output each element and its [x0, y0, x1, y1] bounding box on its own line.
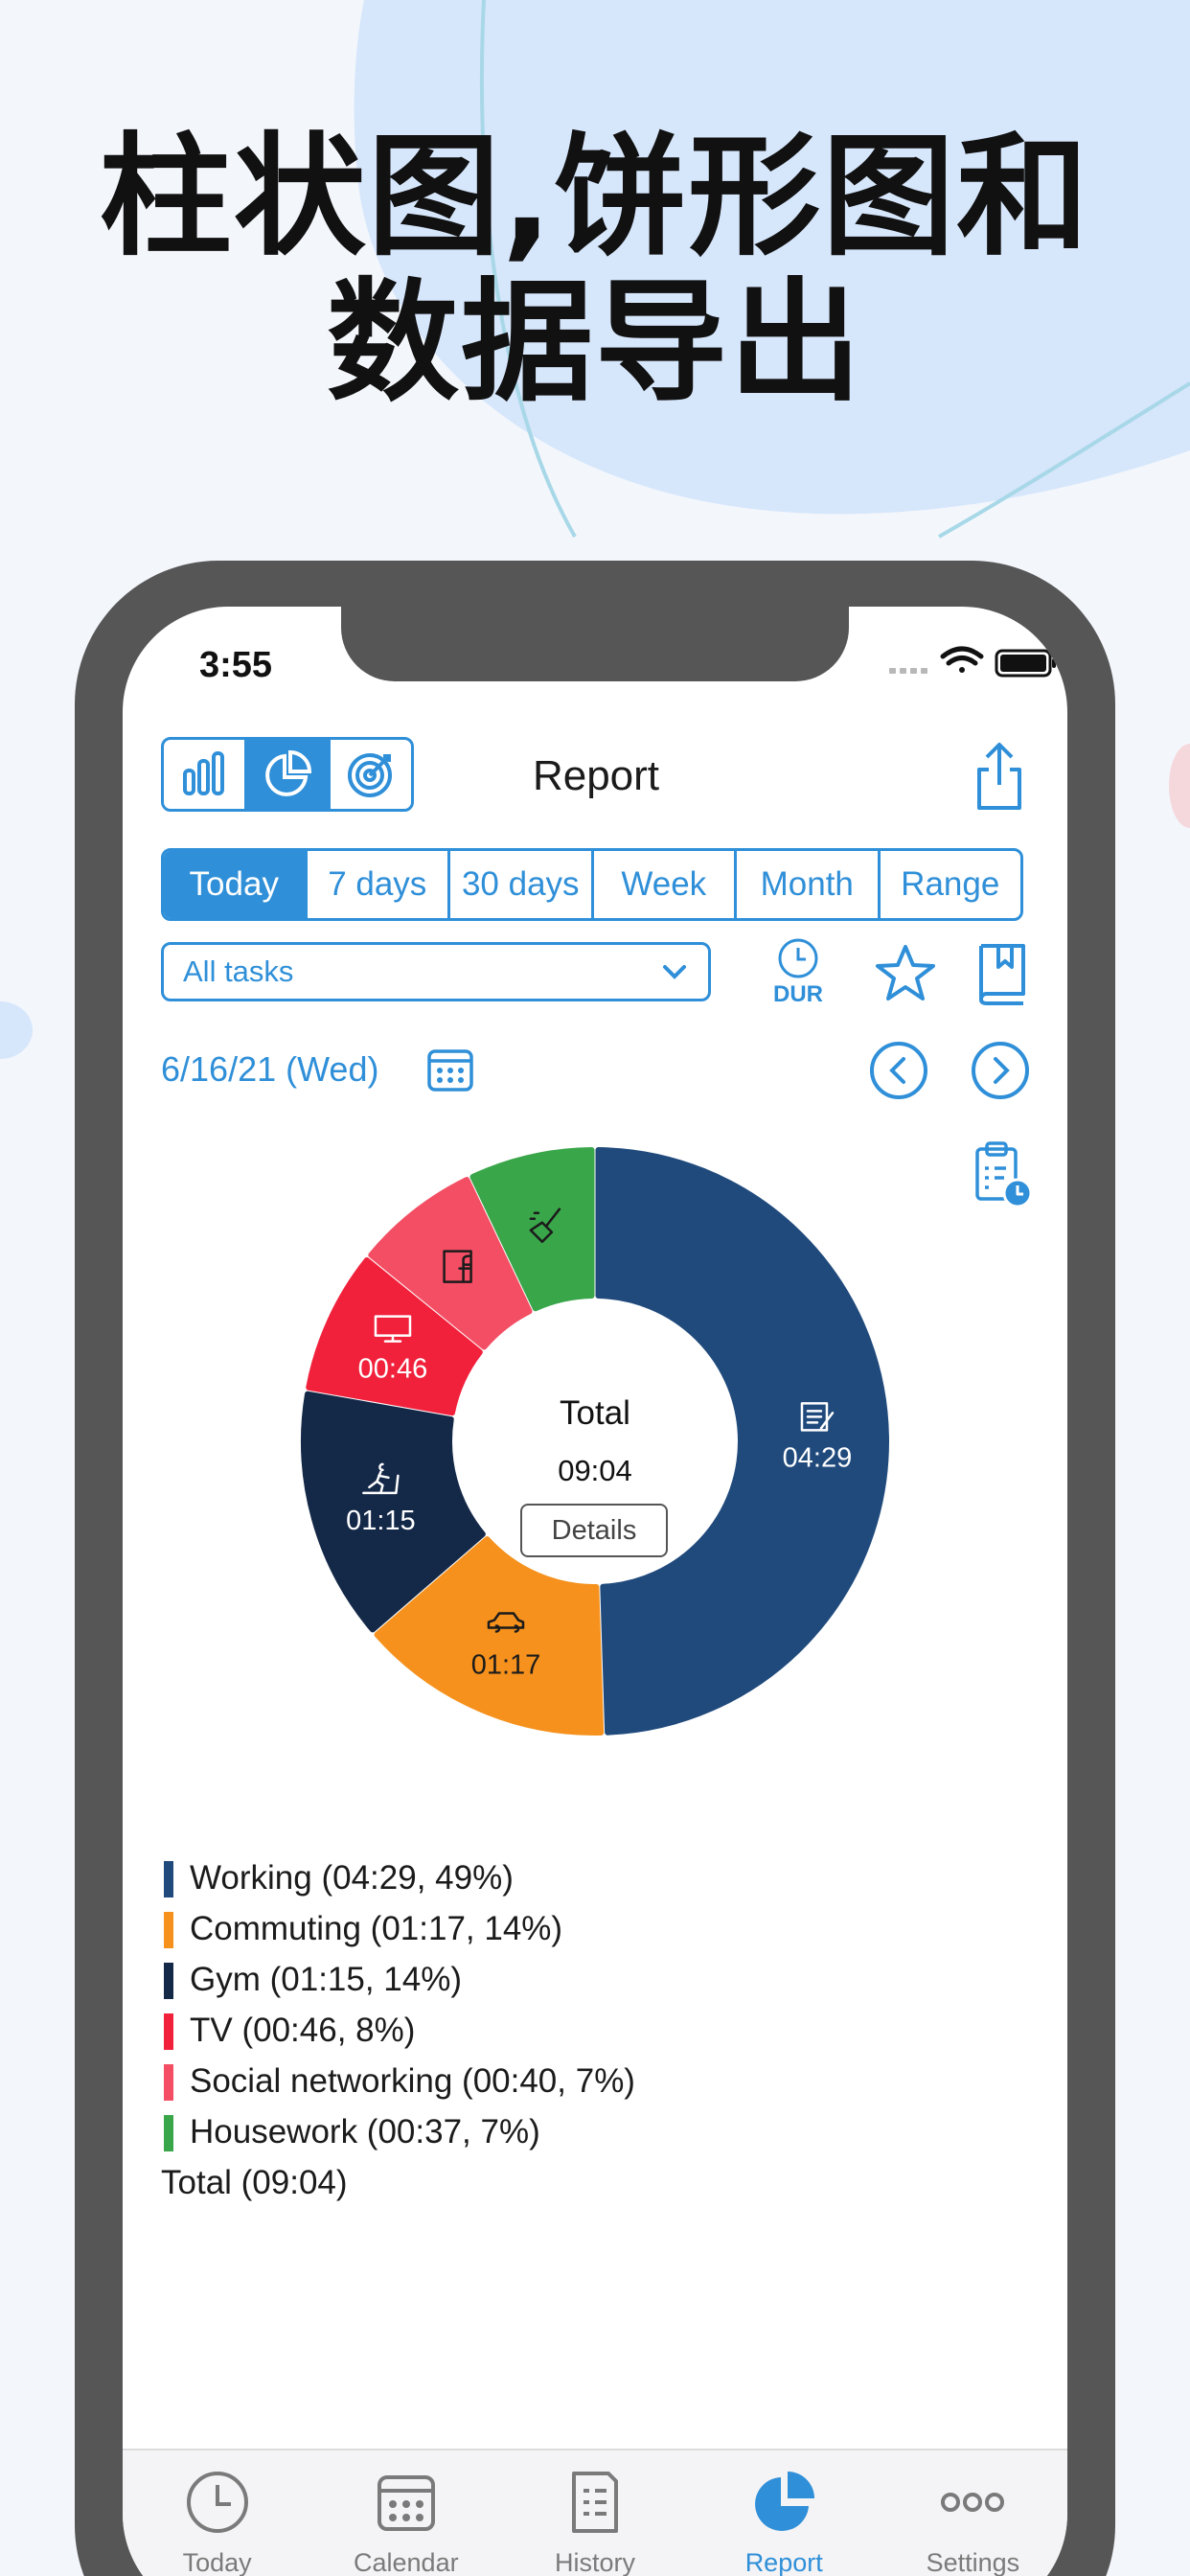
- pie-slice-commuting[interactable]: [374, 1536, 605, 1736]
- task-filter-select[interactable]: All tasks: [161, 942, 711, 1001]
- chevron-right-icon[interactable]: [970, 1040, 1031, 1101]
- legend-swatch: [164, 1861, 173, 1898]
- legend-swatch: [164, 2064, 173, 2101]
- legend-text: Social networking (00:40, 7%): [190, 2062, 635, 2100]
- legend-swatch: [164, 1963, 173, 1999]
- legend-text: Working (04:29, 49%): [190, 1859, 514, 1897]
- history-icon: [572, 2472, 618, 2533]
- pie-chart-icon: [755, 2472, 815, 2531]
- chart-total-value: 09:04: [558, 1454, 632, 1487]
- chevron-down-icon: [663, 965, 686, 979]
- tabbar-item-today[interactable]: Today: [123, 2450, 311, 2576]
- legend-text: Housework (00:37, 7%): [190, 2113, 540, 2150]
- details-button[interactable]: Details: [520, 1504, 668, 1557]
- wifi-icon: [940, 646, 984, 673]
- tab-month[interactable]: Month: [734, 851, 878, 918]
- page-title: Report: [532, 752, 660, 799]
- pie-slice-gym[interactable]: [301, 1391, 486, 1633]
- tabbar-label: History: [555, 2548, 636, 2576]
- more-icon: [941, 2493, 1005, 2512]
- calendar-icon[interactable]: [425, 1044, 475, 1093]
- battery-icon: [995, 649, 1056, 678]
- view-bar-chart[interactable]: [164, 740, 244, 809]
- task-filter-value: All tasks: [183, 954, 294, 988]
- period-tabs: Today 7 days 30 days Week Month Range: [161, 848, 1023, 921]
- clock-icon: [778, 938, 818, 978]
- legend-swatch: [164, 2013, 173, 2050]
- app-screen: 3:55: [123, 607, 1067, 2576]
- chart-legend: Working (04:29, 49%) Commuting (01:17, 1…: [161, 1852, 1004, 2208]
- target-icon: [348, 753, 392, 797]
- tab-bar: Today Calendar History Re: [123, 2449, 1067, 2576]
- legend-row-working: Working (04:29, 49%): [161, 1852, 1004, 1903]
- bar-chart-icon: [183, 751, 224, 795]
- duration-mode-label: DUR: [773, 981, 823, 1007]
- tabbar-label: Settings: [926, 2548, 1020, 2576]
- tabbar-item-settings[interactable]: Settings: [879, 2450, 1067, 2576]
- headline-line-2: 数据导出: [326, 265, 863, 420]
- view-pie-chart[interactable]: [244, 740, 328, 809]
- tab-week[interactable]: Week: [590, 851, 735, 918]
- bookmark-book-icon[interactable]: [973, 940, 1031, 1007]
- tab-30-days[interactable]: 30 days: [447, 851, 591, 918]
- clipboard-clock-icon[interactable]: [972, 1139, 1035, 1208]
- headline-line-1: 柱状图,饼形图和: [99, 120, 1091, 274]
- tab-today[interactable]: Today: [164, 851, 305, 918]
- tabbar-label: Calendar: [354, 2548, 459, 2576]
- status-time: 3:55: [199, 645, 273, 685]
- date-label[interactable]: 6/16/21 (Wed): [161, 1049, 379, 1089]
- view-mode-toggle: [161, 737, 414, 812]
- chevron-left-icon[interactable]: [868, 1040, 929, 1101]
- legend-row-tv: TV (00:46, 8%): [161, 2005, 1004, 2056]
- pie-chart-icon: [265, 749, 312, 796]
- legend-row-commuting: Commuting (01:17, 14%): [161, 1903, 1004, 1954]
- legend-row-gym: Gym (01:15, 14%): [161, 1954, 1004, 2005]
- view-goal[interactable]: [328, 740, 411, 809]
- legend-text: Gym (01:15, 14%): [190, 1961, 462, 1998]
- star-icon[interactable]: [874, 942, 937, 1005]
- tabbar-item-calendar[interactable]: Calendar: [311, 2450, 500, 2576]
- legend-row-housework: Housework (00:37, 7%): [161, 2106, 1004, 2157]
- signal-icon: [889, 668, 927, 674]
- phone-notch: [341, 607, 849, 681]
- tab-range[interactable]: Range: [877, 851, 1021, 918]
- legend-text: Commuting (01:17, 14%): [190, 1910, 563, 1947]
- share-icon[interactable]: [966, 739, 1033, 816]
- tabbar-label: Today: [182, 2548, 252, 2576]
- legend-swatch: [164, 2115, 173, 2151]
- calendar-icon: [377, 2475, 435, 2531]
- legend-swatch: [164, 1912, 173, 1948]
- legend-total: Total (09:04): [161, 2164, 348, 2201]
- tabbar-label: Report: [744, 2548, 823, 2576]
- pie-slice-working[interactable]: [595, 1147, 890, 1736]
- tab-7-days[interactable]: 7 days: [304, 851, 448, 918]
- legend-text: TV (00:46, 8%): [190, 2012, 416, 2049]
- duration-mode-button[interactable]: DUR: [765, 937, 832, 1010]
- promo-headline: 柱状图,饼形图和 数据导出: [0, 125, 1190, 416]
- legend-row-social-networking: Social networking (00:40, 7%): [161, 2056, 1004, 2106]
- status-icons: [889, 646, 1056, 678]
- tabbar-item-history[interactable]: History: [500, 2450, 689, 2576]
- tabbar-item-report[interactable]: Report: [690, 2450, 879, 2576]
- chart-total-title: Total: [560, 1394, 630, 1432]
- clock-icon: [186, 2472, 248, 2533]
